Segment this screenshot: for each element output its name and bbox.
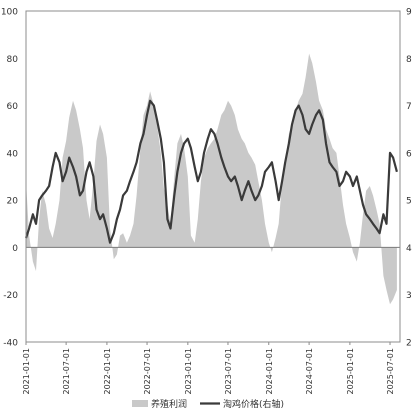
right-tick-label: 8	[406, 55, 412, 65]
legend: 养殖利润 淘鸡价格(右轴)	[132, 398, 284, 410]
right-tick-label: 6	[406, 149, 412, 159]
left-axis-ticks: -40 -20 0 20 40 60 80 100	[1, 8, 18, 349]
x-axis-ticks: 2021-01-01 2021-07-01 2022-01-01 2022-07-01…	[22, 342, 395, 395]
x-tick-label: 2024-07-01	[305, 348, 314, 395]
profit-area	[26, 53, 397, 305]
x-tick-label: 2023-01-01	[184, 348, 193, 395]
right-tick-label: 2	[406, 339, 412, 349]
x-tick-label: 2022-01-01	[103, 348, 112, 395]
x-tick-label: 2022-07-01	[143, 348, 152, 395]
right-axis-ticks: 2 3 4 5 6 7 8 9	[406, 8, 412, 349]
plot-frame	[25, 10, 401, 343]
right-tick-label: 5	[406, 197, 412, 207]
legend-swatch-profit	[132, 400, 148, 407]
left-tick-label: 20	[7, 197, 19, 207]
right-tick-label: 7	[406, 102, 412, 112]
left-tick-label: 0	[12, 244, 18, 254]
x-tick-label: 2025-07-01	[386, 348, 395, 395]
left-tick-label: 80	[7, 55, 19, 65]
plot-border	[25, 10, 401, 343]
x-tick-label: 2024-01-01	[265, 348, 274, 395]
area-series-group	[26, 53, 397, 305]
legend-label-profit: 养殖利润	[151, 398, 187, 410]
x-tick-label: 2021-01-01	[22, 348, 31, 395]
left-tick-label: 60	[7, 102, 19, 112]
right-tick-label: 3	[406, 291, 412, 301]
left-tick-label: -20	[3, 291, 18, 301]
left-tick-label: 100	[1, 8, 18, 18]
left-tick-label: 40	[7, 149, 19, 159]
x-tick-label: 2025-01-01	[346, 348, 355, 395]
right-tick-label: 9	[406, 8, 412, 18]
x-tick-label: 2021-07-01	[62, 348, 71, 395]
left-tick-label: -40	[3, 339, 18, 349]
legend-label-price: 淘鸡价格(右轴)	[223, 398, 284, 410]
price-line	[24, 99, 398, 244]
right-tick-label: 4	[406, 244, 412, 254]
line-series-group	[24, 99, 398, 244]
x-tick-label: 2023-07-01	[224, 348, 233, 395]
